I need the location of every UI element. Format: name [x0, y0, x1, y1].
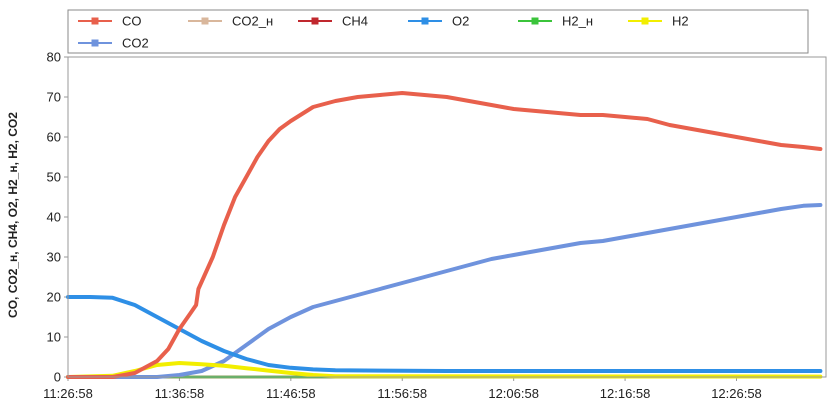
y-tick-label: 10	[47, 330, 61, 345]
series-line-co	[66, 91, 823, 379]
x-tick-label: 11:46:58	[266, 386, 316, 401]
x-axis: 11:26:58 11:36:58 11:46:58 11:56:58 12:06:58…	[43, 377, 762, 401]
x-tick-label: 12:16:58	[600, 386, 651, 401]
legend-item: H2	[628, 14, 689, 29]
y-tick-label: 70	[47, 90, 61, 105]
y-tick-label: 80	[47, 50, 61, 65]
legend-marker	[641, 17, 649, 25]
legend-marker	[531, 17, 539, 25]
plot-frame	[67, 56, 827, 378]
legend-marker	[421, 17, 429, 25]
x-tick-label: 12:26:58	[711, 386, 762, 401]
legend-marker	[311, 17, 319, 25]
legend-label: H2	[672, 14, 689, 29]
legend-item: CO2_н	[188, 14, 273, 29]
legend-item: CH4	[298, 14, 368, 29]
legend-item: H2_н	[518, 14, 593, 29]
legend-label: H2_н	[562, 14, 593, 29]
legend-label: O2	[452, 14, 469, 29]
x-tick-label: 11:56:58	[377, 386, 427, 401]
y-tick-label: 20	[47, 290, 61, 305]
legend-marker	[91, 39, 99, 47]
legend-label: CO2_н	[232, 14, 273, 29]
series-line-co2	[66, 203, 823, 379]
x-tick-label: 11:36:58	[155, 386, 205, 401]
legend-label: CO	[122, 14, 142, 29]
y-tick-label: 50	[47, 170, 61, 185]
legend-label: CH4	[342, 14, 368, 29]
legend-marker	[91, 17, 99, 25]
y-tick-label: 30	[47, 250, 61, 265]
y-tick-label: 60	[47, 130, 61, 145]
y-tick-label: 40	[47, 210, 61, 225]
legend-marker	[201, 17, 209, 25]
chart-legend: CO CO2_н CH4 O2 H2_н H2 CO2	[67, 9, 809, 54]
legend-item: CO	[78, 14, 142, 29]
y-tick-label: 0	[54, 370, 61, 385]
x-tick-label: 12:06:58	[488, 386, 539, 401]
legend-item: O2	[408, 14, 469, 29]
legend-item: CO2	[78, 36, 149, 51]
y-axis: 0 10 20 30 40 50 60 70 80	[47, 50, 68, 385]
plot-area	[66, 91, 823, 379]
legend-box	[67, 9, 809, 54]
x-tick-label: 11:26:58	[43, 386, 93, 401]
series-line-o2	[66, 295, 823, 373]
legend-label: CO2	[122, 36, 149, 51]
y-axis-label: CO, CO2_н, CH4, O2, H2_н, H2, CO2	[6, 112, 20, 318]
